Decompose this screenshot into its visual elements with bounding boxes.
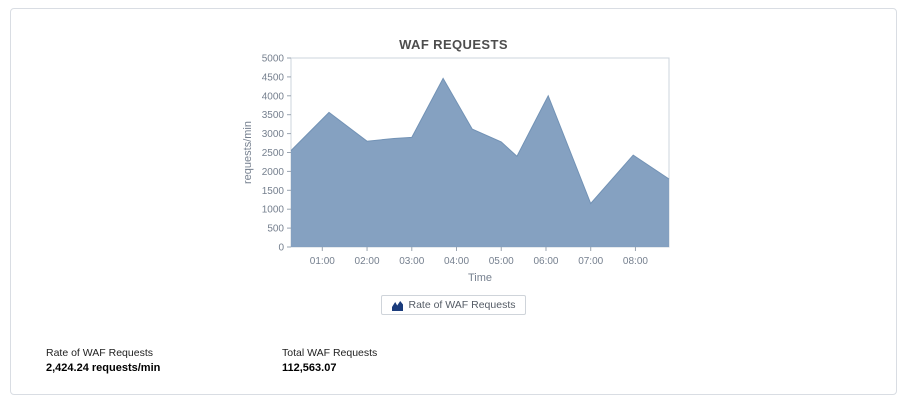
stat-rate-label: Rate of WAF Requests [46, 347, 153, 359]
svg-text:2000: 2000 [262, 167, 285, 178]
svg-text:03:00: 03:00 [399, 256, 424, 267]
svg-text:01:00: 01:00 [310, 256, 335, 267]
svg-text:3000: 3000 [262, 129, 285, 140]
svg-text:5000: 5000 [262, 54, 285, 65]
svg-text:500: 500 [267, 224, 284, 235]
svg-text:4500: 4500 [262, 72, 285, 83]
stat-rate-value: 2,424.24 requests/min [46, 362, 161, 374]
area-series-icon [391, 300, 403, 311]
svg-text:Time: Time [468, 272, 492, 284]
svg-text:4000: 4000 [262, 91, 285, 102]
chart-legend: Rate of WAF Requests [11, 295, 896, 315]
svg-text:1000: 1000 [262, 205, 285, 216]
svg-text:02:00: 02:00 [355, 256, 380, 267]
stat-total-waf-requests: Total WAF Requests 112,563.07 [282, 347, 377, 374]
legend-item-rate-of-waf-requests[interactable]: Rate of WAF Requests [380, 295, 527, 315]
svg-text:1500: 1500 [262, 186, 285, 197]
waf-requests-area-chart: 0 500 1000 1500 2000 2500 3000 3500 4000 4500 5000… [231, 51, 701, 301]
chart-canvas: 0 500 1000 1500 2000 2500 3000 3500 4000 4500 5000… [242, 54, 670, 284]
svg-text:2500: 2500 [262, 148, 285, 159]
legend-item-label: Rate of WAF Requests [408, 299, 516, 311]
waf-requests-card: WAF REQUESTS 0 500 1000 1500 2000 2500 3000 350… [10, 8, 897, 395]
svg-text:08:00: 08:00 [623, 256, 648, 267]
stat-total-value: 112,563.07 [282, 362, 337, 374]
svg-text:07:00: 07:00 [578, 256, 603, 267]
svg-text:3500: 3500 [262, 110, 285, 121]
chart-title: WAF REQUESTS [399, 37, 508, 52]
svg-text:06:00: 06:00 [533, 256, 558, 267]
svg-text:05:00: 05:00 [489, 256, 514, 267]
stat-total-label: Total WAF Requests [282, 347, 378, 359]
svg-text:04:00: 04:00 [444, 256, 469, 267]
stat-rate-of-waf-requests: Rate of WAF Requests 2,424.24 requests/m… [46, 347, 160, 374]
svg-text:0: 0 [278, 243, 284, 254]
svg-text:requests/min: requests/min [242, 121, 254, 184]
